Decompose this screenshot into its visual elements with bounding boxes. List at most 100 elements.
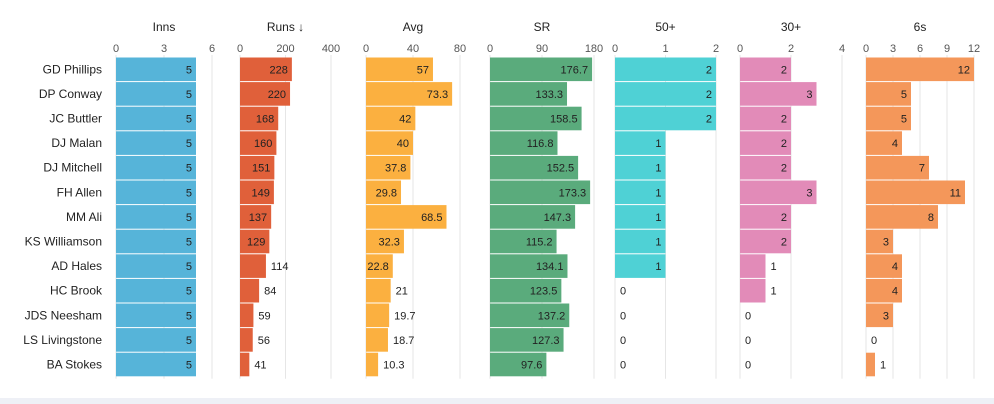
data-label-thirties: 2 [781, 237, 787, 249]
data-label-avg: 10.3 [383, 360, 404, 372]
data-label-sixes: 3 [883, 237, 889, 249]
bar-avg [366, 180, 402, 205]
data-label-avg: 37.8 [385, 163, 406, 175]
data-label-fifties: 0 [620, 286, 626, 298]
bar-sixes [866, 106, 911, 131]
data-label-sixes: 4 [892, 286, 898, 298]
data-label-sixes: 4 [892, 261, 898, 273]
tick-label: 0 [363, 43, 369, 55]
data-label-inns: 5 [186, 163, 192, 175]
data-label-thirties: 1 [771, 261, 777, 273]
bar-avg [366, 278, 391, 303]
data-label-avg: 40 [397, 138, 409, 150]
tick-label: 0 [737, 43, 743, 55]
data-label-sixes: 12 [958, 64, 970, 76]
data-label-fifties: 1 [655, 138, 661, 150]
tick-label: 0 [487, 43, 493, 55]
bar-fifties [615, 205, 666, 229]
bar-inns [116, 82, 196, 106]
data-label-inns: 5 [186, 64, 192, 76]
bar-sr [490, 352, 547, 377]
bar-sr [490, 303, 570, 328]
column-header-thirties: 30+ [781, 20, 801, 34]
data-label-sr: 115.2 [526, 237, 553, 249]
bar-sixes [866, 303, 893, 328]
tick-label: 12 [968, 43, 980, 55]
bar-inns [116, 229, 196, 254]
tick-label: 200 [276, 43, 294, 55]
player-name: DP Conway [39, 87, 102, 101]
panel-sr: SR 0 90 180 176.7 133.3 158.5 116.8 152.5 173.3 14… [487, 20, 603, 379]
data-label-runs: 149 [252, 187, 270, 199]
data-label-avg: 68.5 [421, 212, 442, 224]
bar-inns [116, 352, 196, 377]
data-label-sr: 123.5 [530, 286, 558, 298]
data-label-inns: 5 [186, 89, 192, 101]
bar-fifties [615, 82, 716, 106]
player-name: HC Brook [50, 284, 103, 298]
bar-sr [490, 328, 564, 352]
data-label-fifties: 1 [655, 163, 661, 175]
bar-runs [240, 131, 277, 155]
bar-avg [366, 205, 447, 229]
bar-inns [116, 131, 196, 155]
bar-avg [366, 82, 453, 106]
tick-label: 2 [788, 43, 794, 55]
bar-runs [240, 82, 291, 106]
tick-label: 4 [839, 43, 845, 55]
data-label-avg: 29.8 [376, 187, 397, 199]
data-label-avg: 57 [417, 64, 429, 76]
tick-label: 1 [662, 43, 668, 55]
player-name: LS Livingstone [23, 333, 102, 347]
bar-avg [366, 303, 390, 328]
tick-label: 80 [454, 43, 466, 55]
data-label-sixes: 11 [950, 187, 961, 199]
data-label-runs: 84 [264, 286, 276, 298]
tick-label: 3 [890, 43, 896, 55]
data-label-sr: 97.6 [521, 360, 542, 372]
column-header-runs: Runs ↓ [267, 20, 304, 34]
data-label-inns: 5 [186, 310, 192, 322]
bar-avg [366, 131, 413, 155]
data-label-avg: 19.7 [394, 310, 415, 322]
data-label-sixes: 7 [919, 163, 925, 175]
bar-fifties [615, 106, 716, 131]
tick-label: 90 [536, 43, 548, 55]
bar-inns [116, 328, 196, 352]
data-label-inns: 5 [186, 212, 192, 224]
data-label-sixes: 5 [901, 89, 907, 101]
data-label-inns: 5 [186, 261, 192, 273]
bar-runs [240, 106, 279, 131]
data-label-fifties: 2 [706, 114, 712, 126]
bar-sixes [866, 352, 875, 377]
data-label-fifties: 0 [620, 335, 626, 347]
data-label-thirties: 2 [781, 138, 787, 150]
data-label-sixes: 1 [880, 360, 886, 372]
bar-thirties [740, 131, 791, 155]
data-label-sr: 133.3 [535, 89, 563, 101]
bar-inns [116, 155, 196, 180]
data-label-inns: 5 [186, 286, 192, 298]
player-name: MM Ali [66, 210, 102, 224]
bar-avg [366, 57, 433, 82]
data-label-fifties: 2 [706, 89, 712, 101]
data-label-thirties: 2 [781, 64, 787, 76]
bar-fifties [615, 57, 716, 82]
data-label-runs: 129 [247, 237, 265, 249]
data-label-sr: 116.8 [527, 138, 554, 150]
tick-label: 40 [407, 43, 419, 55]
data-label-runs: 228 [270, 64, 288, 76]
bar-sr [490, 155, 579, 180]
bar-sr [490, 180, 591, 205]
tick-label: 6 [209, 43, 215, 55]
bar-inns [116, 106, 196, 131]
bar-inns [116, 303, 196, 328]
data-label-sixes: 4 [892, 138, 898, 150]
data-label-runs: 41 [254, 360, 266, 372]
data-label-runs: 160 [254, 138, 272, 150]
bar-avg [366, 352, 379, 377]
data-label-runs: 56 [258, 335, 270, 347]
player-name: DJ Mitchell [43, 161, 102, 175]
